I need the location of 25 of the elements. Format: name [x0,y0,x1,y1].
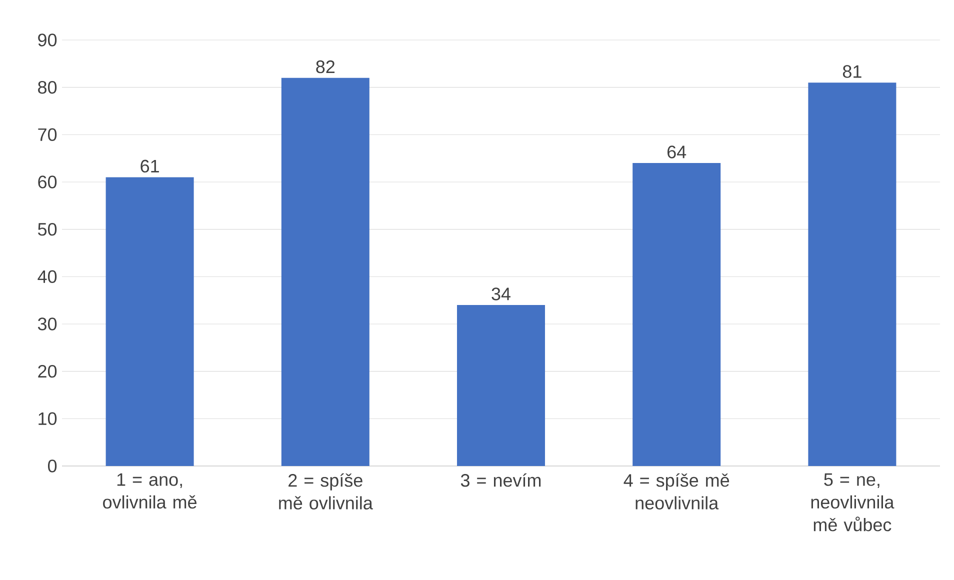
y-tick-label: 0 [48,460,57,472]
y-tick-label: 20 [38,364,57,378]
bar [281,78,370,466]
data-label: 34 [492,288,510,300]
bar [106,177,194,466]
x-tick-label: 5 = ne, neovlivnila mě vůbec [811,473,894,532]
x-tick-label: 1 = ano, ovlivnila mě [103,473,197,509]
x-tick-label: 2 = spíše mě ovlivnila [279,473,373,510]
y-tick-label: 40 [38,270,57,284]
x-tick-label: 4 = spíše mě neovlivnila [624,473,730,510]
y-tick-label: 50 [38,222,57,236]
data-label: 81 [842,65,862,78]
bar [808,82,896,466]
data-label: 61 [140,160,159,173]
data-label: 82 [316,60,335,74]
bar [456,305,545,466]
x-tick-label: 3 = nevím [460,473,541,487]
y-tick-label: 60 [38,176,57,188]
y-tick-label: 70 [38,128,57,142]
y-tick-label: 30 [38,318,57,330]
y-tick-label: 90 [38,34,57,46]
y-tick-label: 10 [38,412,57,426]
y-tick-label: 80 [38,80,57,94]
bar [632,163,721,466]
data-label: 64 [668,146,686,158]
